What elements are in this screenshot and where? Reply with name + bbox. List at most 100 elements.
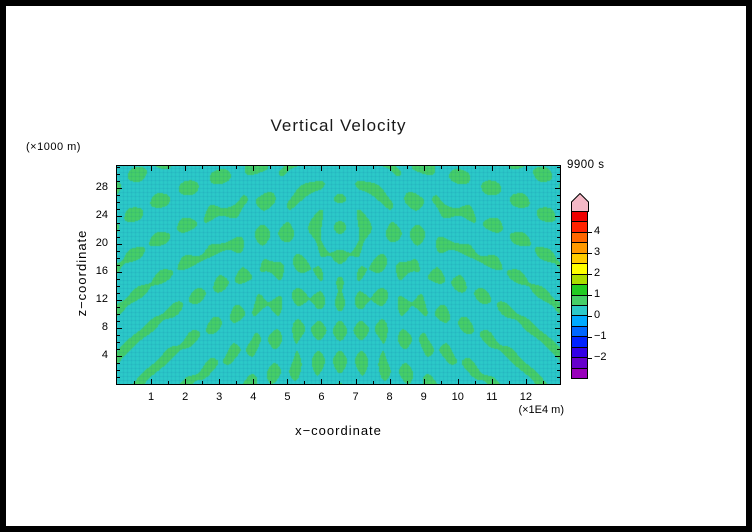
axis-tick bbox=[557, 209, 560, 210]
x-tick-label: 5 bbox=[284, 391, 291, 403]
colorbar-label: 2 bbox=[594, 267, 601, 279]
z-tick-label: 24 bbox=[95, 208, 108, 221]
axis-tick bbox=[339, 381, 340, 384]
z-axis-unit-label: (×1000 m) bbox=[26, 141, 81, 153]
axis-tick bbox=[117, 244, 122, 245]
axis-tick bbox=[557, 370, 560, 371]
colorbar-segment bbox=[572, 231, 587, 243]
axis-tick bbox=[526, 379, 527, 384]
axis-tick bbox=[557, 230, 560, 231]
axis-tick bbox=[373, 381, 374, 384]
z-tick-label: 8 bbox=[101, 320, 108, 333]
colorbar-label: 4 bbox=[594, 225, 601, 237]
axis-tick bbox=[475, 381, 476, 384]
axis-tick bbox=[236, 381, 237, 384]
colorbar-segment bbox=[572, 294, 587, 305]
colorbar-label: −2 bbox=[594, 351, 607, 363]
axis-tick bbox=[117, 181, 120, 182]
axis-tick bbox=[557, 174, 560, 175]
axis-tick bbox=[339, 166, 340, 169]
timestamp-label: 9900 s bbox=[567, 159, 605, 171]
axis-tick bbox=[509, 381, 510, 384]
colorbar-tick bbox=[588, 232, 592, 233]
axis-tick bbox=[557, 377, 560, 378]
axis-tick bbox=[557, 279, 560, 280]
axis-tick bbox=[555, 300, 560, 301]
axis-tick bbox=[557, 237, 560, 238]
axis-tick bbox=[557, 342, 560, 343]
axis-tick bbox=[356, 166, 357, 171]
z-tick-label: 28 bbox=[95, 180, 108, 193]
axis-tick bbox=[557, 363, 560, 364]
axis-tick bbox=[555, 216, 560, 217]
axis-tick bbox=[117, 335, 120, 336]
axis-tick bbox=[407, 381, 408, 384]
axis-tick bbox=[236, 166, 237, 169]
axis-tick bbox=[117, 321, 120, 322]
axis-tick bbox=[557, 258, 560, 259]
axis-tick bbox=[117, 307, 120, 308]
axis-tick bbox=[287, 166, 288, 171]
axis-tick bbox=[526, 166, 527, 171]
axis-tick bbox=[151, 166, 152, 171]
colorbar-segment bbox=[572, 346, 587, 358]
z-tick-label: 12 bbox=[95, 292, 108, 305]
axis-tick bbox=[117, 328, 122, 329]
axis-tick bbox=[117, 167, 120, 168]
axis-tick bbox=[117, 209, 120, 210]
colorbar-segment bbox=[572, 315, 587, 326]
axis-tick bbox=[117, 174, 120, 175]
colorbar-segment bbox=[572, 367, 587, 378]
colorbar-segment bbox=[572, 325, 587, 337]
x-tick-label: 9 bbox=[420, 391, 427, 403]
axis-tick bbox=[390, 379, 391, 384]
axis-tick bbox=[117, 377, 120, 378]
axis-tick bbox=[492, 166, 493, 171]
axis-tick bbox=[543, 166, 544, 169]
colorbar-tick bbox=[588, 358, 592, 359]
axis-tick bbox=[253, 166, 254, 171]
z-tick-label: 4 bbox=[101, 348, 108, 361]
axis-tick bbox=[458, 166, 459, 171]
z-tick-label: 16 bbox=[95, 264, 108, 277]
axis-tick bbox=[270, 381, 271, 384]
axis-tick bbox=[407, 166, 408, 169]
x-tick-label: 7 bbox=[352, 391, 359, 403]
x-tick-label: 1 bbox=[148, 391, 155, 403]
axis-tick bbox=[557, 181, 560, 182]
axis-tick bbox=[117, 272, 122, 273]
colorbar-arrow-cap bbox=[571, 193, 589, 212]
axis-tick bbox=[219, 166, 220, 171]
axis-tick bbox=[117, 195, 120, 196]
axis-tick bbox=[117, 258, 120, 259]
axis-tick bbox=[555, 272, 560, 273]
axis-tick bbox=[134, 166, 135, 169]
axis-tick bbox=[390, 166, 391, 171]
axis-tick bbox=[441, 381, 442, 384]
axis-tick bbox=[117, 251, 120, 252]
colorbar-segment bbox=[572, 212, 587, 222]
colorbar-tick bbox=[588, 337, 592, 338]
colorbar-segment bbox=[572, 284, 587, 295]
axis-tick bbox=[424, 379, 425, 384]
axis-tick bbox=[509, 166, 510, 169]
colorbar-segment bbox=[572, 252, 587, 264]
axis-tick bbox=[424, 166, 425, 171]
axis-tick bbox=[117, 188, 122, 189]
x-tick-label: 4 bbox=[250, 391, 257, 403]
colorbar-tick bbox=[588, 253, 592, 254]
axis-tick bbox=[441, 166, 442, 169]
x-axis-title: x−coordinate bbox=[295, 423, 382, 438]
colorbar-label: 0 bbox=[594, 309, 601, 321]
axis-tick bbox=[321, 379, 322, 384]
axis-tick bbox=[287, 379, 288, 384]
axis-tick bbox=[134, 381, 135, 384]
axis-tick bbox=[117, 349, 120, 350]
axis-tick bbox=[557, 293, 560, 294]
x-axis-unit-label: (×1E4 m) bbox=[518, 404, 564, 416]
axis-tick bbox=[557, 314, 560, 315]
wavefield-heatmap bbox=[117, 166, 560, 384]
colorbar-tick bbox=[588, 274, 592, 275]
colorbar-tick bbox=[588, 295, 592, 296]
